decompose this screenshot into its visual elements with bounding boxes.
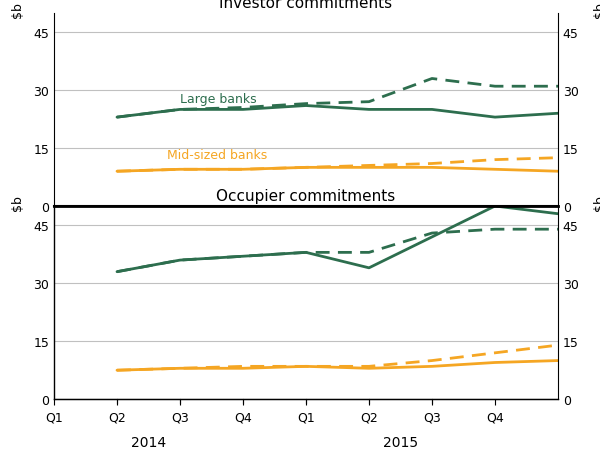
Y-axis label: $b: $b [11,195,24,211]
Text: 2014: 2014 [131,435,166,448]
Y-axis label: $b: $b [593,195,600,211]
Text: Large banks: Large banks [180,92,257,106]
Y-axis label: $b: $b [593,2,600,18]
Y-axis label: $b: $b [11,2,24,18]
Title: Investor commitments: Investor commitments [220,0,392,11]
Text: Mid-sized banks: Mid-sized banks [167,148,268,162]
Text: 2015: 2015 [383,435,418,448]
Title: Occupier commitments: Occupier commitments [217,189,395,204]
